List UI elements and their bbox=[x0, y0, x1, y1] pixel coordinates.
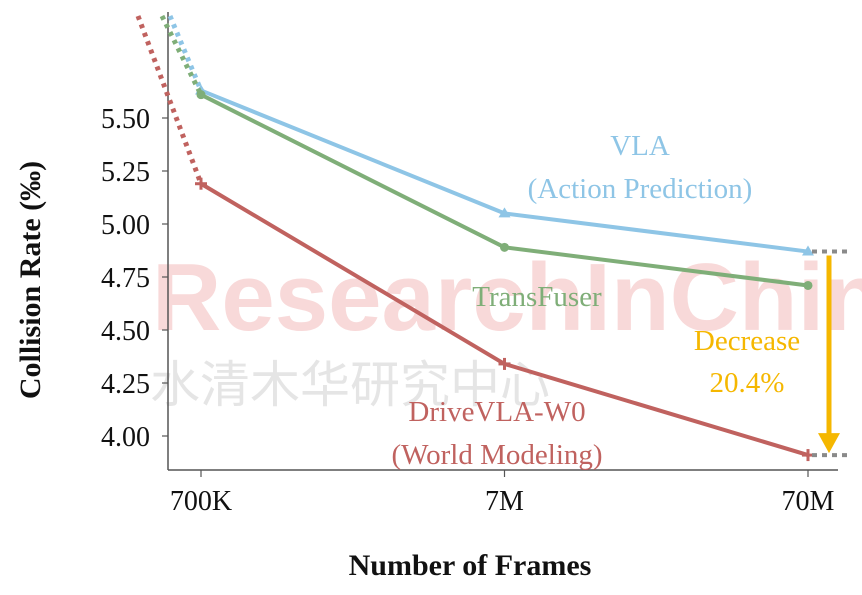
x-axis-title: Number of Frames bbox=[349, 549, 592, 582]
series-lead-in bbox=[135, 15, 204, 185]
y-tick-label: 4.00 bbox=[101, 422, 150, 453]
series-label: TransFuser bbox=[472, 281, 602, 313]
x-tick-label: 70M bbox=[782, 486, 835, 517]
data-point bbox=[500, 242, 509, 252]
y-tick-label: 5.00 bbox=[101, 210, 150, 241]
y-tick-label: 5.50 bbox=[101, 104, 150, 135]
series-layer bbox=[135, 14, 814, 462]
watermark-chinese: 水清木华研究中心 bbox=[150, 356, 550, 414]
data-point bbox=[803, 280, 813, 290]
data-point bbox=[802, 245, 814, 256]
y-axis-title: Collision Rate (‰) bbox=[14, 161, 47, 399]
data-point bbox=[195, 177, 207, 190]
x-axis-ticks: 700K 7M 70M bbox=[170, 470, 835, 517]
series-line bbox=[200, 88, 809, 254]
data-point bbox=[498, 207, 511, 218]
x-tick-label: 700K bbox=[170, 486, 232, 517]
watermark: ResearchInChina 水清木华研究中心 bbox=[150, 244, 862, 414]
series-lead-in bbox=[159, 14, 204, 96]
data-point bbox=[196, 90, 206, 100]
series-lead-in bbox=[167, 15, 204, 92]
y-tick-label: 4.25 bbox=[101, 369, 150, 400]
series-label: (Action Prediction) bbox=[528, 173, 753, 205]
watermark-latin: ResearchInChina bbox=[152, 244, 862, 351]
series-label: DriveVLA-W0 bbox=[408, 396, 585, 428]
y-tick-label: 4.50 bbox=[101, 316, 150, 347]
decrease-annotation: Decrease 20.4% bbox=[694, 249, 852, 458]
series-labels: VLA (Action Prediction) TransFuser DriveVLA… bbox=[391, 130, 752, 471]
series-transfuser bbox=[159, 14, 813, 290]
decrease-arrow-head bbox=[818, 433, 840, 454]
series-vla-action-prediction bbox=[167, 15, 814, 256]
y-tick-label: 4.75 bbox=[101, 263, 150, 294]
decrease-label: 20.4% bbox=[710, 367, 785, 399]
series-label: VLA bbox=[610, 130, 670, 162]
data-point bbox=[498, 357, 511, 370]
x-tick-label: 7M bbox=[485, 486, 524, 517]
y-axis-ticks: 4.00 4.25 4.50 4.75 5.00 5.25 5.50 bbox=[101, 104, 168, 453]
y-tick-label: 5.25 bbox=[101, 157, 150, 188]
series-label: (World Modeling) bbox=[391, 439, 602, 471]
decrease-label: Decrease bbox=[694, 325, 800, 357]
